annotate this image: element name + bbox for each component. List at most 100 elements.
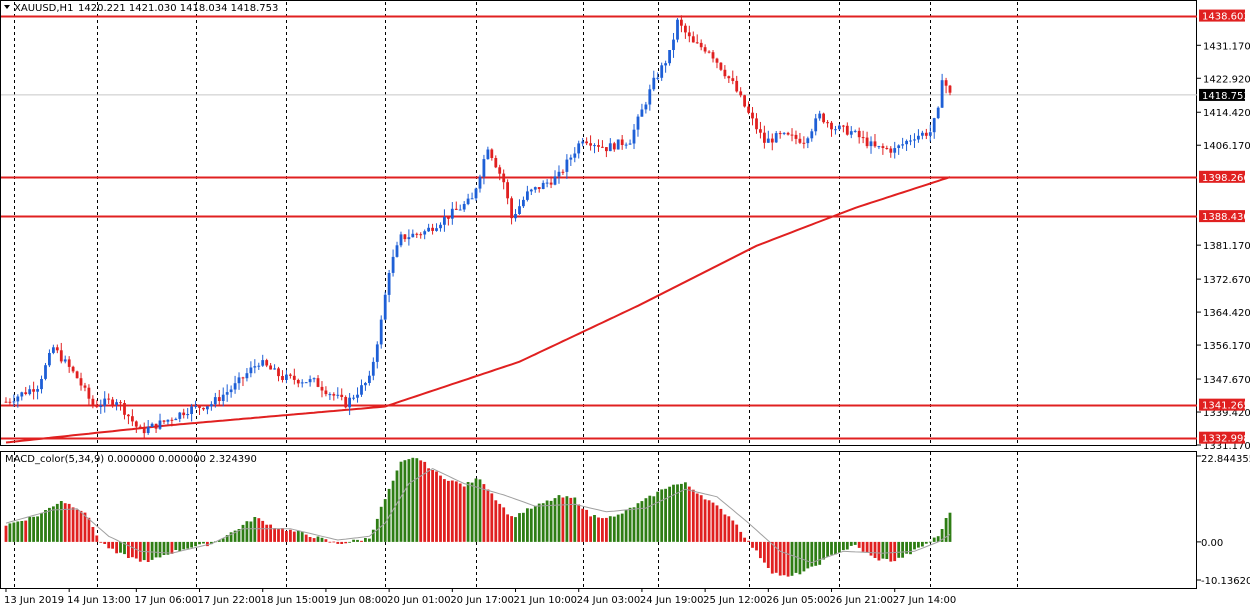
current-price-label: 1418.753 (1202, 91, 1250, 102)
time-tick-label: 21 Jun 10:00 (514, 595, 578, 606)
candle-body (652, 77, 656, 90)
macd-bar (352, 539, 355, 542)
candle-body (447, 217, 450, 219)
macd-bar (368, 538, 371, 542)
candle-body (83, 385, 87, 388)
macd-bar (48, 507, 51, 542)
macd-bar (375, 518, 379, 542)
collapse-triangle-icon[interactable] (4, 5, 10, 9)
candle-body (289, 374, 292, 376)
macd-bar (115, 541, 118, 554)
macd-bar (221, 538, 225, 542)
macd-bar (182, 541, 186, 550)
candle-body (36, 389, 39, 392)
candle-body (664, 63, 667, 66)
macd-bar (411, 457, 415, 542)
horizontal-levels[interactable] (1, 15, 1197, 440)
macd-bar (533, 505, 537, 542)
candle-body (723, 69, 727, 77)
macd-bar (360, 540, 363, 542)
macd-bar (652, 496, 656, 542)
macd-bar (909, 541, 912, 555)
candle-body (656, 77, 660, 79)
candle-body (233, 383, 237, 390)
candle-body (229, 389, 233, 393)
macd-bar (328, 541, 332, 543)
vertical-gridlines (1, 2, 1197, 588)
candle-body (332, 394, 336, 396)
candle-body (237, 377, 241, 384)
macd-bar (905, 541, 908, 554)
candle-body (917, 135, 920, 140)
macd-bar (83, 512, 87, 542)
candle-body (616, 139, 620, 150)
macd-bar (743, 537, 746, 542)
macd-bar (356, 539, 359, 542)
macd-bar (12, 522, 16, 542)
macd-bar (589, 516, 592, 542)
candle-body (403, 234, 407, 240)
candle-body (830, 122, 833, 130)
candle-body (684, 25, 687, 33)
candle-body (24, 392, 28, 394)
candle-body (644, 104, 648, 110)
macd-bar (237, 529, 241, 542)
candle-body (909, 140, 912, 142)
macd-bar (569, 497, 573, 542)
candle-body (573, 153, 577, 158)
candlestick-series[interactable] (4, 15, 952, 439)
candle-body (806, 138, 810, 144)
macd-bar (261, 520, 265, 542)
candle-body (265, 360, 269, 366)
candle-body (490, 149, 494, 158)
candle-body (217, 397, 221, 401)
candle-body (553, 176, 557, 185)
macd-bar (419, 460, 423, 542)
price-axis: 1431.170 1422.920 1414.420 1406.170 1381.170… (1197, 9, 1250, 452)
candle-body (751, 112, 754, 119)
candle-body (300, 382, 304, 384)
candle-body (285, 374, 288, 380)
time-tick-label: 20 Jun 01:00 (387, 595, 451, 606)
price-tick-label: 1364.420 (1203, 308, 1250, 319)
candle-body (87, 387, 91, 399)
candle-body (154, 423, 158, 429)
candle-body (838, 125, 841, 130)
macd-bar (107, 541, 111, 549)
macd-tick-label: -10.136202 (1201, 576, 1250, 587)
candle-body (676, 19, 679, 40)
macd-bar (510, 516, 513, 542)
level-badge (1199, 431, 1245, 444)
candle-body (32, 389, 35, 392)
candle-body (691, 36, 695, 43)
macd-bar (845, 541, 849, 550)
candle-body (703, 47, 707, 52)
macd-bar (470, 482, 474, 542)
candle-body (537, 187, 541, 189)
macd-bar (557, 495, 561, 542)
candle-body (103, 398, 107, 406)
candle-body (348, 397, 351, 408)
macd-bar (150, 541, 154, 560)
macd-bar (273, 528, 276, 542)
macd-bar (553, 498, 557, 542)
candle-body (142, 428, 146, 434)
macd-bar (545, 500, 549, 542)
time-tick-label: 19 Jun 08:00 (324, 595, 388, 606)
macd-bar (123, 541, 126, 555)
candle-body (672, 39, 675, 50)
macd-bar (387, 488, 391, 542)
macd-bar (435, 471, 438, 542)
time-tick-label: 25 Jun 12:00 (703, 595, 767, 606)
macd-bar (917, 541, 920, 548)
candle-body (794, 134, 798, 139)
macd-bar (340, 541, 344, 544)
candle-body (131, 416, 134, 422)
candle-body (178, 412, 182, 419)
macd-bar (644, 498, 648, 542)
candle-body (213, 397, 217, 405)
macd-bar (245, 521, 249, 542)
candle-body (431, 227, 434, 231)
candle-body (269, 365, 272, 370)
